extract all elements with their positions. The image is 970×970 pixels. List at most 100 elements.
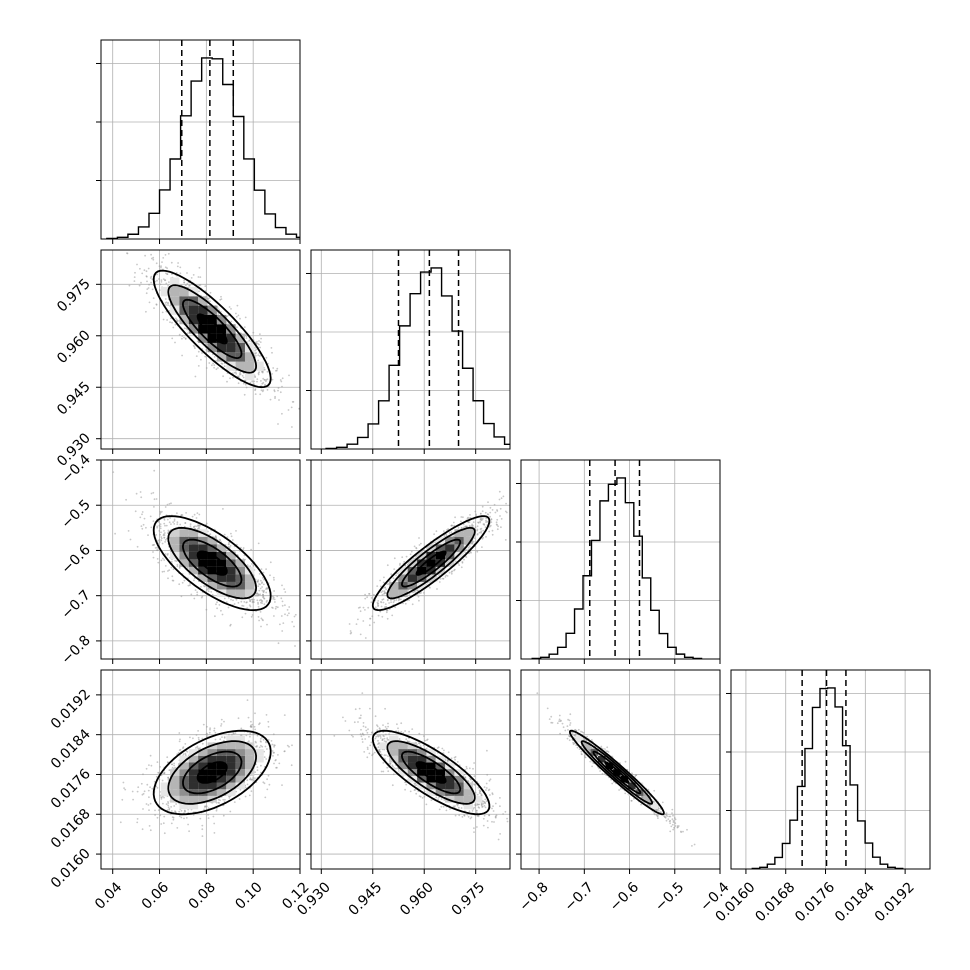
sample-point	[223, 597, 226, 600]
sample-point	[220, 295, 222, 298]
contour-1	[196, 550, 228, 576]
sample-point	[246, 601, 248, 603]
sample-point	[166, 503, 169, 506]
sample-point	[165, 803, 168, 806]
sample-point	[167, 553, 169, 555]
sample-point	[158, 530, 161, 532]
sample-point	[178, 732, 181, 734]
sample-point	[199, 524, 201, 527]
sample-point	[216, 306, 219, 309]
sample-point	[276, 367, 279, 370]
density-cell	[207, 574, 217, 582]
sample-point	[158, 778, 161, 781]
sample-point	[273, 598, 276, 601]
sample-point	[210, 591, 213, 593]
sample-point	[183, 327, 186, 330]
sample-point	[265, 356, 268, 359]
sample-point	[411, 603, 414, 606]
sample-point	[140, 281, 142, 284]
sample-point	[272, 733, 275, 736]
density-cell	[244, 352, 255, 362]
sample-point	[196, 591, 199, 594]
sample-point	[191, 515, 194, 518]
sample-point	[223, 533, 226, 536]
sample-point	[139, 516, 142, 519]
sample-point	[162, 278, 165, 280]
histogram-step	[325, 267, 510, 449]
sample-point	[156, 787, 159, 789]
sample-point	[291, 744, 293, 747]
contour-3	[167, 526, 258, 600]
sample-point	[189, 525, 192, 527]
sample-point	[201, 352, 203, 354]
sample-point	[485, 536, 487, 538]
sample-point	[485, 519, 487, 522]
sample-point	[207, 807, 210, 810]
sample-point	[261, 371, 264, 374]
sample-point	[159, 766, 162, 768]
sample-point	[181, 354, 184, 357]
sample-point	[194, 589, 197, 591]
sample-point	[189, 582, 192, 585]
sample-point	[288, 374, 290, 377]
sample-point	[443, 530, 445, 532]
sample-point	[257, 373, 260, 376]
sample-point	[229, 377, 231, 380]
sample-point	[196, 593, 199, 596]
density-cell	[216, 574, 227, 582]
sample-point	[201, 595, 204, 598]
sample-point	[143, 517, 146, 520]
sample-point	[364, 609, 366, 611]
sample-point	[230, 532, 232, 535]
sample-point	[479, 512, 482, 515]
sample-point	[273, 590, 275, 592]
sample-point	[147, 534, 149, 536]
density-cell	[207, 314, 217, 325]
density-cell	[445, 536, 455, 545]
sample-point	[172, 568, 175, 571]
sample-point	[164, 539, 167, 541]
sample-point	[174, 559, 177, 562]
hist-panel-0	[96, 39, 301, 244]
sample-point	[488, 530, 491, 533]
sample-point	[395, 599, 398, 601]
sample-point	[139, 491, 142, 493]
sample-point	[155, 775, 158, 778]
sample-point	[164, 298, 167, 300]
density-cell	[188, 559, 199, 567]
sample-point	[246, 607, 249, 609]
hist-panel-3	[726, 669, 931, 874]
sample-point	[271, 378, 274, 381]
sample-point	[474, 510, 477, 513]
sample-point	[499, 507, 502, 510]
contour-4	[152, 269, 272, 389]
sample-point	[244, 383, 247, 386]
density-cell	[445, 544, 455, 552]
sample-point	[170, 560, 173, 563]
sample-point	[254, 777, 256, 779]
sample-point	[502, 495, 505, 498]
sample-point	[255, 354, 257, 357]
sample-point	[386, 617, 389, 620]
contour-2	[400, 538, 462, 588]
sample-point	[228, 306, 231, 308]
sample-point	[263, 597, 266, 600]
sample-point	[362, 606, 365, 609]
sample-point	[245, 337, 248, 339]
sample-point	[197, 350, 200, 353]
sample-point	[129, 538, 132, 541]
sample-point	[213, 832, 216, 834]
sample-point	[156, 549, 159, 551]
sample-point	[485, 517, 488, 520]
sample-point	[438, 581, 441, 583]
sample-point	[164, 565, 167, 567]
sample-point	[466, 525, 468, 528]
sample-point	[208, 362, 211, 364]
sample-point	[244, 316, 247, 319]
sample-point	[167, 301, 170, 304]
sample-point	[163, 815, 166, 818]
sample-point	[161, 261, 163, 263]
sample-point	[243, 601, 246, 603]
sample-point	[401, 556, 404, 559]
sample-point	[251, 598, 254, 601]
